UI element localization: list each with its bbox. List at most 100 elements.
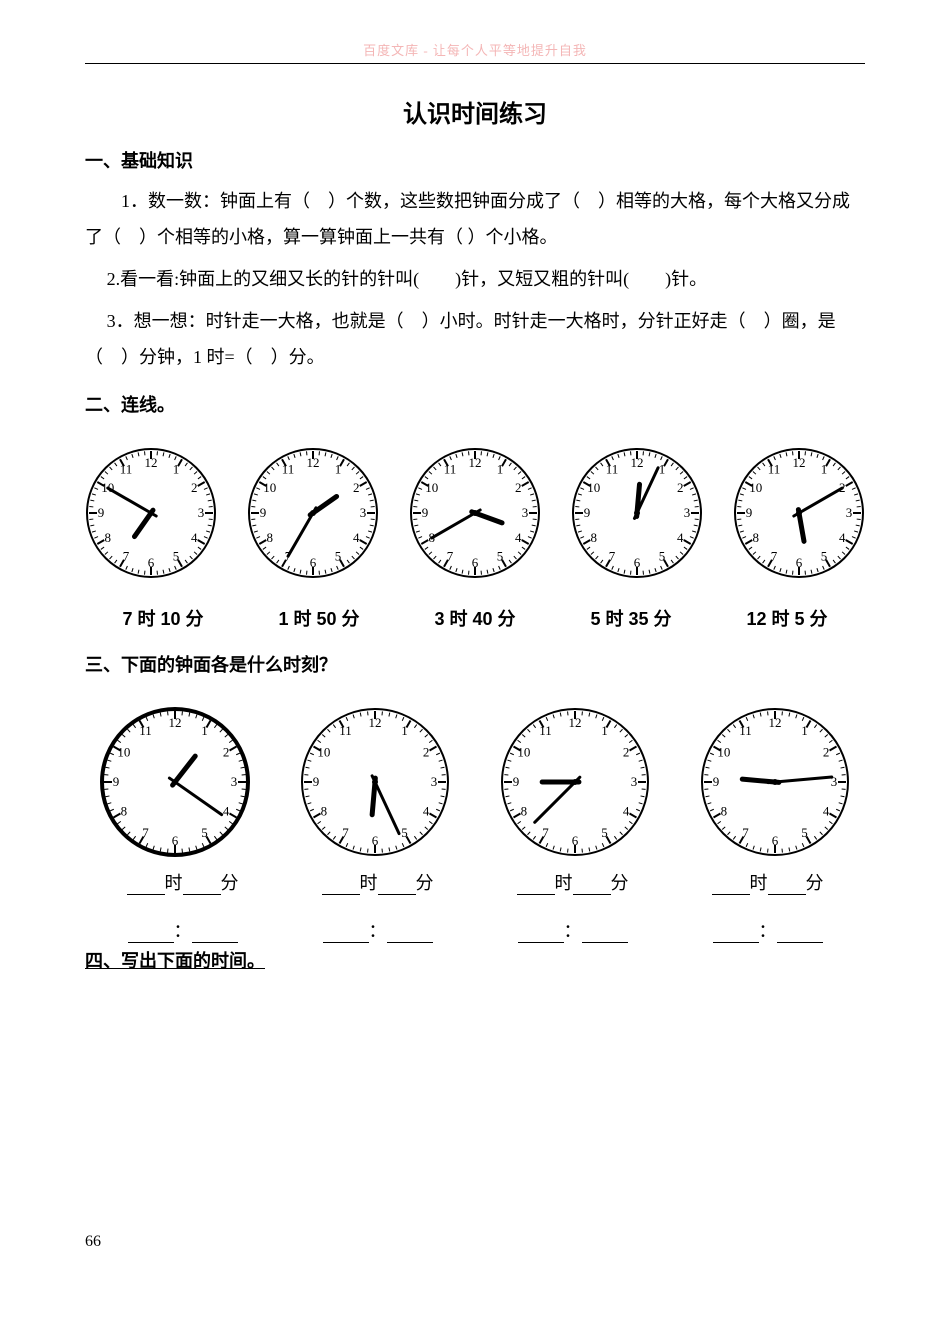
- svg-text:8: 8: [721, 804, 728, 819]
- svg-text:8: 8: [752, 530, 759, 545]
- svg-text:11: 11: [444, 462, 457, 477]
- page-title: 认识时间练习: [85, 94, 865, 129]
- svg-text:6: 6: [372, 833, 379, 848]
- fill-cell: 时分: [85, 869, 280, 895]
- svg-text:1: 1: [601, 723, 608, 738]
- svg-text:12: 12: [769, 715, 782, 730]
- svg-text:9: 9: [584, 505, 591, 520]
- svg-text:7: 7: [142, 825, 149, 840]
- svg-text:6: 6: [796, 555, 803, 570]
- svg-text:2: 2: [677, 480, 684, 495]
- svg-text:7: 7: [542, 825, 549, 840]
- svg-text:6: 6: [148, 555, 155, 570]
- svg-text:5: 5: [335, 548, 342, 563]
- svg-text:4: 4: [423, 804, 430, 819]
- section3-fill-row-2: ： ： ： ：: [85, 917, 865, 943]
- svg-text:12: 12: [631, 455, 644, 470]
- svg-text:6: 6: [634, 555, 641, 570]
- svg-text:5: 5: [601, 825, 608, 840]
- svg-text:6: 6: [772, 833, 779, 848]
- svg-text:6: 6: [172, 833, 179, 848]
- svg-text:11: 11: [282, 462, 295, 477]
- svg-text:10: 10: [317, 745, 330, 760]
- svg-text:4: 4: [677, 530, 684, 545]
- svg-text:2: 2: [191, 480, 198, 495]
- svg-text:4: 4: [191, 530, 198, 545]
- section2-labels: 7 时 10 分 1 时 50 分 3 时 40 分 5 时 35 分 12 时…: [85, 605, 865, 631]
- section1-heading: 一、基础知识: [85, 147, 865, 173]
- fill-cell: ：: [475, 917, 670, 943]
- svg-text:2: 2: [423, 745, 430, 760]
- svg-text:1: 1: [173, 462, 180, 477]
- svg-text:4: 4: [515, 530, 522, 545]
- svg-text:7: 7: [742, 825, 749, 840]
- svg-text:5: 5: [821, 548, 828, 563]
- svg-text:3: 3: [198, 505, 205, 520]
- svg-text:4: 4: [223, 804, 230, 819]
- svg-text:6: 6: [472, 555, 479, 570]
- section3-fill-row-1: 时分 时分 时分 时分: [85, 869, 865, 895]
- page-number: 66: [85, 1233, 865, 1251]
- clock-s2-1: 123456789101112: [247, 447, 379, 579]
- svg-text:1: 1: [335, 462, 342, 477]
- svg-text:9: 9: [98, 505, 105, 520]
- svg-text:2: 2: [353, 480, 360, 495]
- svg-text:3: 3: [231, 774, 238, 789]
- svg-text:12: 12: [145, 455, 158, 470]
- q1: 1．数一数：钟面上有（ ）个数，这些数把钟面分成了（ ）相等的大格，每个大格又分…: [85, 183, 865, 255]
- svg-text:3: 3: [431, 774, 438, 789]
- svg-text:2: 2: [223, 745, 230, 760]
- svg-text:3: 3: [522, 505, 529, 520]
- section3-clock-row: 123456789101112 123456789101112 12345678…: [85, 707, 865, 857]
- svg-text:6: 6: [310, 555, 317, 570]
- fill-cell: 时分: [475, 869, 670, 895]
- svg-text:12: 12: [469, 455, 482, 470]
- section2-clock-row: 123456789101112 123456789101112 12345678…: [85, 447, 865, 579]
- svg-text:12: 12: [569, 715, 582, 730]
- svg-text:4: 4: [823, 804, 830, 819]
- svg-text:4: 4: [353, 530, 360, 545]
- svg-text:9: 9: [746, 505, 753, 520]
- svg-text:7: 7: [123, 548, 130, 563]
- clock-s3-2: 123456789101112: [485, 707, 665, 857]
- q2: 2.看一看:钟面上的又细又长的针的针叫( )针，又短又粗的针叫( )针。: [85, 261, 865, 297]
- fill-cell: 时分: [670, 869, 865, 895]
- svg-text:8: 8: [521, 804, 528, 819]
- svg-text:12: 12: [169, 715, 182, 730]
- clock-s2-0: 123456789101112: [85, 447, 217, 579]
- svg-text:8: 8: [590, 530, 597, 545]
- svg-text:10: 10: [263, 480, 276, 495]
- svg-text:10: 10: [717, 745, 730, 760]
- svg-text:1: 1: [497, 462, 504, 477]
- svg-text:5: 5: [401, 825, 408, 840]
- svg-text:9: 9: [313, 774, 320, 789]
- svg-text:2: 2: [823, 745, 830, 760]
- svg-text:10: 10: [117, 745, 130, 760]
- clock-s3-1: 123456789101112: [285, 707, 465, 857]
- svg-text:11: 11: [606, 462, 619, 477]
- clock-s3-3: 123456789101112: [685, 707, 865, 857]
- fill-cell: ：: [280, 917, 475, 943]
- svg-text:9: 9: [113, 774, 120, 789]
- svg-text:11: 11: [739, 723, 752, 738]
- q3: 3．想一想：时针走一大格，也就是（ ）小时。时针走一大格时，分针正好走（ ）圈，…: [85, 303, 865, 375]
- svg-text:1: 1: [821, 462, 828, 477]
- svg-text:10: 10: [425, 480, 438, 495]
- svg-text:2: 2: [623, 745, 630, 760]
- section4-heading: 四、写出下面的时间。: [85, 947, 865, 973]
- section2-heading: 二、连线。: [85, 391, 865, 417]
- svg-text:12: 12: [307, 455, 320, 470]
- fill-cell: ：: [85, 917, 280, 943]
- svg-text:7: 7: [342, 825, 349, 840]
- svg-text:10: 10: [587, 480, 600, 495]
- clock-s2-2: 123456789101112: [409, 447, 541, 579]
- svg-text:1: 1: [801, 723, 808, 738]
- svg-text:11: 11: [768, 462, 781, 477]
- svg-text:8: 8: [266, 530, 273, 545]
- watermark: 百度文库 - 让每个人平等地提升自我: [85, 40, 865, 59]
- page: 百度文库 - 让每个人平等地提升自我 认识时间练习 一、基础知识 1．数一数：钟…: [85, 40, 865, 1251]
- svg-text:1: 1: [201, 723, 208, 738]
- svg-text:6: 6: [572, 833, 579, 848]
- svg-text:5: 5: [173, 548, 180, 563]
- svg-text:5: 5: [659, 548, 666, 563]
